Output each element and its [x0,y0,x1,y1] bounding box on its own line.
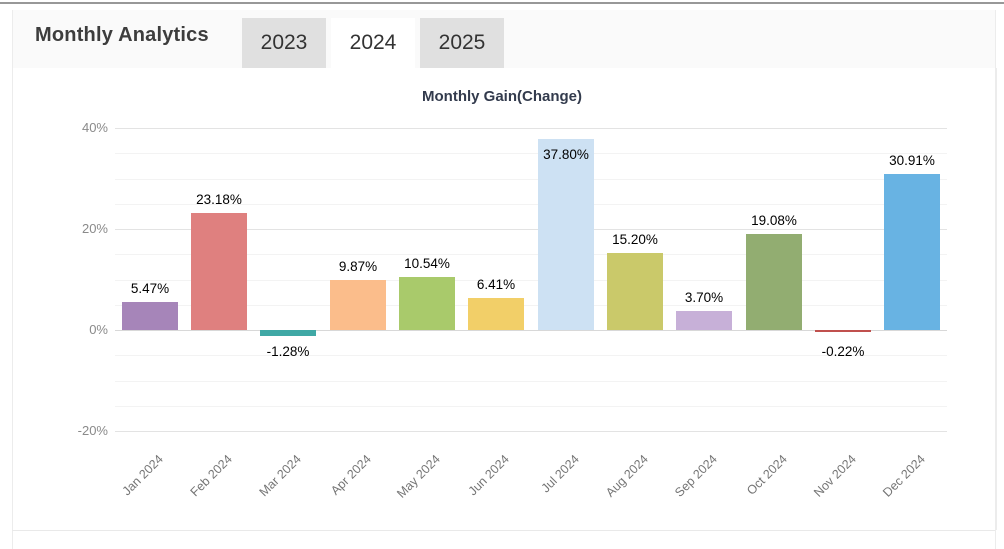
chart-title: Monthly Gain(Change) [422,88,582,105]
minor-gridline [115,355,947,356]
bar-value-label: 6.41% [476,277,516,292]
bar-jun-2024[interactable] [468,298,524,330]
bar-jan-2024[interactable] [122,302,178,330]
bar-apr-2024[interactable] [330,280,386,330]
minor-gridline [115,381,947,382]
major-gridline [115,229,947,230]
tab-2023[interactable]: 2023 [242,18,326,68]
bar-mar-2024[interactable] [260,330,316,336]
panel-right-border [995,10,996,549]
bar-jul-2024[interactable] [538,139,594,330]
tab-2024[interactable]: 2024 [331,18,415,68]
bar-value-label: -0.22% [821,344,865,359]
minor-gridline [115,406,947,407]
minor-gridline [115,280,947,281]
bar-value-label: 30.91% [889,153,935,168]
bar-value-label: 37.80% [543,147,589,162]
bar-value-label: 9.87% [338,259,378,274]
bar-dec-2024[interactable] [884,174,940,330]
bar-nov-2024[interactable] [815,330,871,332]
y-axis-tick-label: 20% [81,221,108,236]
tab-2025[interactable]: 2025 [420,18,504,68]
panel-bottom-separator [12,530,995,531]
minor-gridline [115,179,947,180]
bar-value-label: 5.47% [130,281,170,296]
year-tabs: 2023 2024 2025 [242,18,504,68]
minor-gridline [115,305,947,306]
bar-feb-2024[interactable] [191,213,247,330]
major-gridline [115,128,947,129]
bar-value-label: 19.08% [751,213,797,228]
bar-value-label: 15.20% [612,232,658,247]
top-border-line [0,2,1004,4]
page-title: Monthly Analytics [35,24,209,46]
bar-value-label: 3.70% [684,290,724,305]
bar-may-2024[interactable] [399,277,455,330]
major-gridline [115,431,947,432]
bar-value-label: -1.28% [266,344,310,359]
bar-value-label: 23.18% [196,192,242,207]
bar-sep-2024[interactable] [676,311,732,330]
y-axis-tick-label: 0% [89,322,108,337]
panel-left-border [12,10,13,549]
bar-value-label: 10.54% [404,256,450,271]
header-bar: Monthly Analytics 2023 2024 2025 [12,10,995,68]
minor-gridline [115,254,947,255]
y-axis-tick-label: 40% [81,120,108,135]
minor-gridline [115,204,947,205]
bar-aug-2024[interactable] [607,253,663,330]
y-axis-tick-label: -20% [77,423,108,438]
bar-oct-2024[interactable] [746,234,802,330]
major-gridline [115,330,947,331]
minor-gridline [115,153,947,154]
